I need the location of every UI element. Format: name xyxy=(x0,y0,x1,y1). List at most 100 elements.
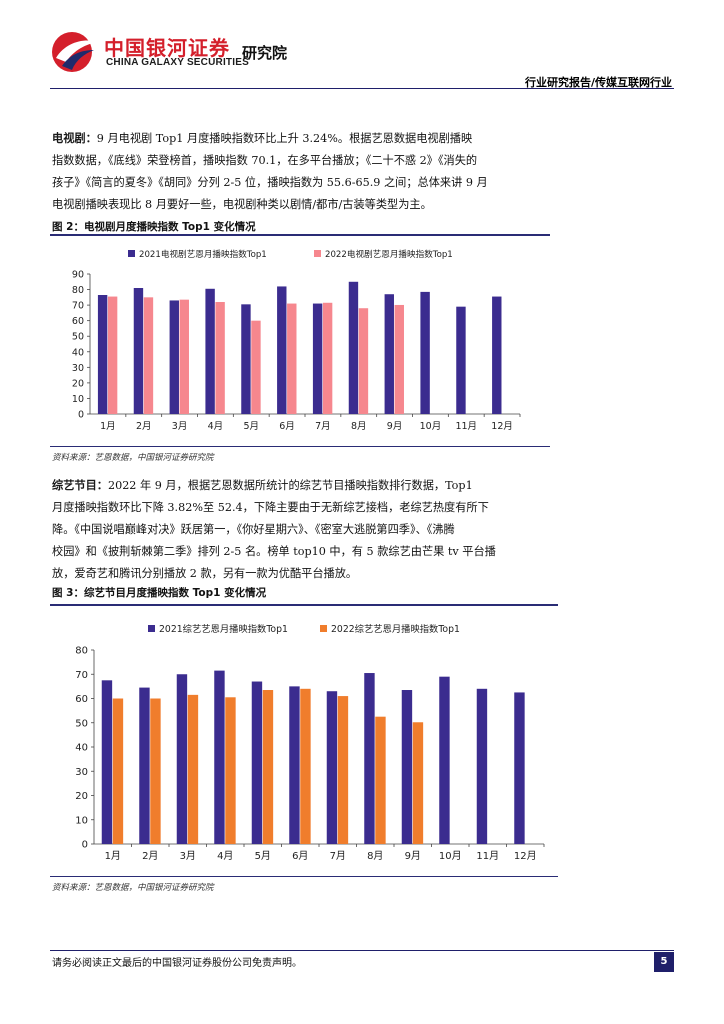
bar xyxy=(394,304,404,414)
disclaimer-note: 请务必阅读正文最后的中国银河证券股份公司免责声明。 xyxy=(52,958,302,969)
x-tick-label: 1月 xyxy=(105,850,121,862)
bar xyxy=(214,670,225,844)
y-tick-label: 50 xyxy=(72,332,84,343)
x-tick-label: 5月 xyxy=(255,850,271,862)
bar xyxy=(287,303,297,414)
tv-drama-paragraph: 电视剧：9 月电视剧 Top1 月度播映指数环比上升 3.24%。根据艺恩数据电… xyxy=(52,127,527,216)
bar xyxy=(143,297,154,414)
y-tick-label: 30 xyxy=(72,363,84,374)
x-tick-label: 10月 xyxy=(439,850,462,862)
y-tick-label: 60 xyxy=(75,694,88,705)
bar xyxy=(112,698,124,844)
y-tick-label: 20 xyxy=(72,378,84,389)
tv-drama-chart: 2021电视剧艺恩月播映指数Top1 2022电视剧艺恩月播映指数Top1 0 10 2… xyxy=(72,248,521,432)
bar xyxy=(150,698,161,844)
bar xyxy=(375,716,386,844)
legend-label: 2021电视剧艺恩月播映指数Top1 xyxy=(139,248,267,260)
x-tick-label: 1月 xyxy=(100,421,116,432)
bar xyxy=(322,302,333,414)
para2-line5: 放，爱奇艺和腾讯分别播放 2 款，另有一款为优酷平台播放。 xyxy=(52,567,358,580)
figure2-top-rule xyxy=(50,234,550,236)
x-tick-label: 11月 xyxy=(455,421,477,432)
y-tick-label: 10 xyxy=(75,815,88,826)
bar xyxy=(107,296,118,414)
y-tick-label: 10 xyxy=(72,394,84,405)
bar xyxy=(384,294,394,414)
legend-swatch xyxy=(128,250,135,257)
bar xyxy=(326,691,338,844)
bar xyxy=(187,694,199,844)
logo-chinese-name: 中国银河证券 xyxy=(104,36,230,60)
bar xyxy=(456,306,466,414)
bar xyxy=(358,308,369,414)
bar xyxy=(97,295,108,414)
bar xyxy=(439,676,450,844)
x-tick-label: 4月 xyxy=(208,421,224,432)
legend-swatch xyxy=(148,625,155,632)
para2-line4: 校园》和《披荆斩棘第二季》排列 2-5 名。榜单 top10 中，有 5 款综艺… xyxy=(52,545,496,558)
bar xyxy=(412,722,424,844)
tv-drama-lead: 电视剧： xyxy=(52,131,97,145)
bar xyxy=(364,673,375,844)
x-tick-label: 5月 xyxy=(243,421,259,432)
para1-line1: 9 月电视剧 Top1 月度播映指数环比上升 3.24%。根据艺恩数据电视剧播映 xyxy=(96,132,473,145)
x-tick-label: 3月 xyxy=(172,421,188,432)
x-tick-label: 4月 xyxy=(217,850,233,862)
figure3-source: 资料来源：艺恩数据，中国银河证券研究院 xyxy=(52,883,214,893)
x-tick-label: 7月 xyxy=(315,421,331,432)
variety-paragraph: 综艺节目：2022 年 9 月，根据艺恩数据所统计的综艺节目播映指数排行数据，T… xyxy=(52,474,527,585)
bar xyxy=(289,686,300,844)
y-tick-label: 20 xyxy=(75,791,88,802)
bar xyxy=(133,288,144,414)
bar xyxy=(514,692,525,844)
bar xyxy=(300,688,311,844)
y-tick-label: 40 xyxy=(75,743,88,754)
para1-line3: 孩子》《简言的夏冬》《胡同》分列 2-5 位，播映指数为 55.6-65.9 之… xyxy=(52,176,488,189)
para2-line1: 2022 年 9 月，根据艺恩数据所统计的综艺节目播映指数排行数据，Top1 xyxy=(107,479,473,492)
figure3-title: 图 3：综艺节目月度播映指数 Top1 变化情况 xyxy=(52,587,267,599)
para1-line2: 指数数据，《底线》荣登榜首，播映指数 70.1，在多平台播放；《二十不惑 2》《… xyxy=(52,154,478,167)
galaxy-logo-icon xyxy=(52,32,98,72)
y-tick-label: 70 xyxy=(72,301,84,312)
bar xyxy=(337,696,349,844)
x-tick-label: 12月 xyxy=(491,421,513,432)
logo-english-name: CHINA GALAXY SECURITIES xyxy=(106,57,249,68)
bar xyxy=(251,320,261,414)
header-divider xyxy=(50,88,674,89)
x-tick-label: 9月 xyxy=(387,421,403,432)
para1-line4: 电视剧播映表现比 8 月要好一些，电视剧种类以剧情/都市/古装等类型为主。 xyxy=(52,198,432,211)
x-tick-label: 12月 xyxy=(514,850,537,862)
figure2-source: 资料来源：艺恩数据，中国银河证券研究院 xyxy=(52,453,214,463)
x-tick-label: 9月 xyxy=(405,850,421,862)
footer-divider xyxy=(50,950,674,951)
para2-line2: 月度播映指数环比下降 3.82%至 52.4，下降主要由于无新综艺接档，老综艺热… xyxy=(52,501,489,514)
x-tick-label: 6月 xyxy=(292,850,308,862)
bar xyxy=(225,697,236,844)
bar xyxy=(176,674,188,844)
figure3-top-rule xyxy=(50,604,558,606)
bar xyxy=(476,688,488,844)
bar xyxy=(205,288,215,414)
x-tick-label: 8月 xyxy=(367,850,383,862)
x-tick-label: 3月 xyxy=(180,850,196,862)
y-tick-label: 80 xyxy=(75,646,88,657)
y-tick-label: 80 xyxy=(72,285,84,296)
x-tick-label: 2月 xyxy=(136,421,152,432)
page-number: 5 xyxy=(654,952,674,972)
x-tick-label: 7月 xyxy=(330,850,346,862)
variety-lead: 综艺节目： xyxy=(52,478,108,492)
bar xyxy=(101,680,113,844)
bar xyxy=(262,690,274,844)
x-tick-label: 10月 xyxy=(420,421,442,432)
x-tick-label: 2月 xyxy=(142,850,158,862)
legend-label: 2021综艺艺恩月播映指数Top1 xyxy=(159,623,288,635)
y-tick-label: 60 xyxy=(72,316,84,327)
bar xyxy=(420,291,430,414)
bar xyxy=(251,681,263,844)
bar xyxy=(277,286,287,414)
bar xyxy=(348,281,359,414)
report-category: 行业研究报告/传媒互联网行业 xyxy=(524,76,672,89)
bar xyxy=(169,300,179,414)
x-tick-label: 8月 xyxy=(351,421,367,432)
x-tick-label: 6月 xyxy=(279,421,295,432)
